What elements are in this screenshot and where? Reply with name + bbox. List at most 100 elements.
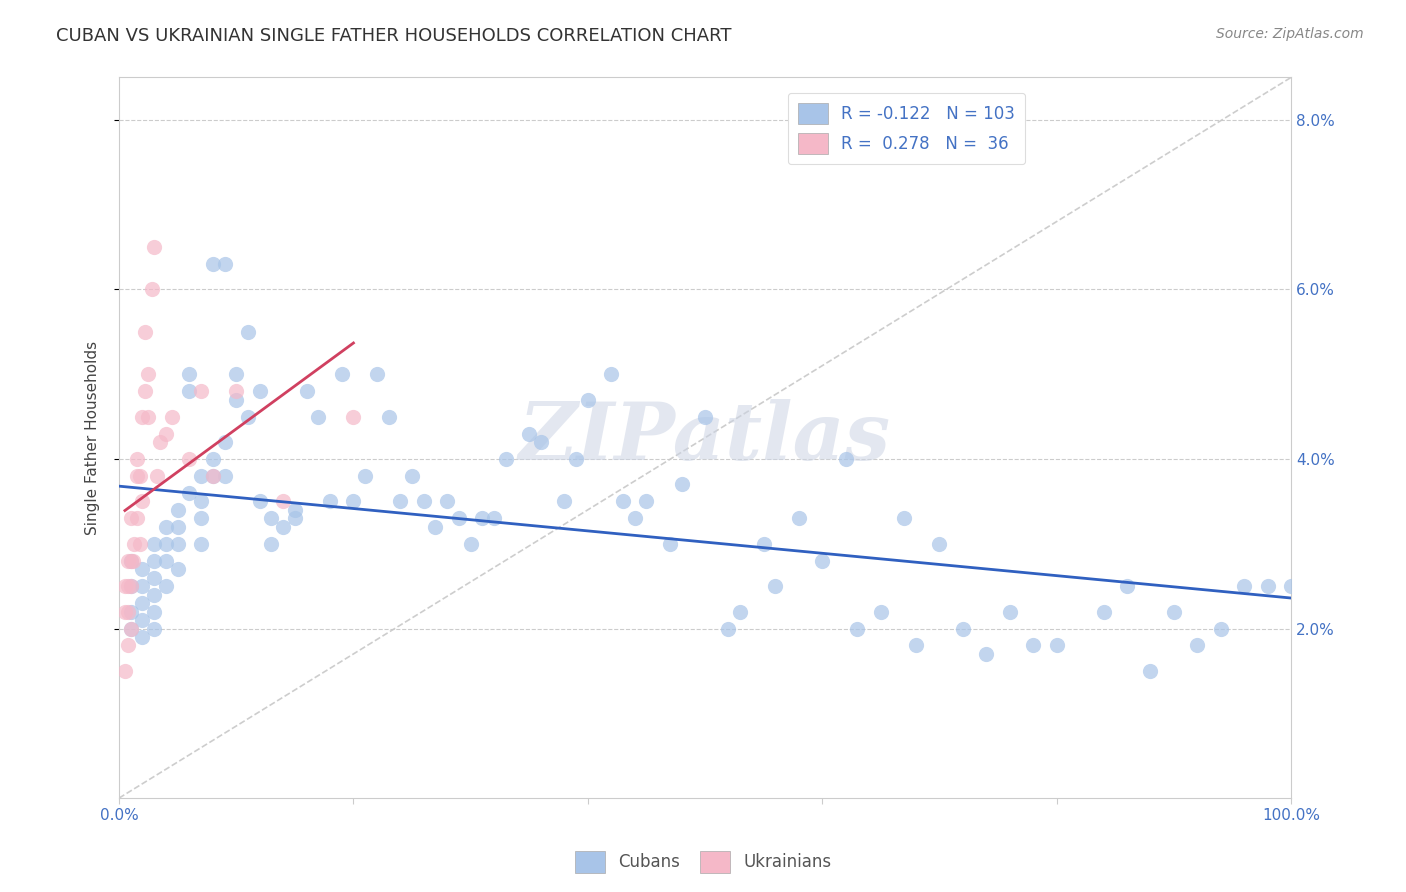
Point [1022, 639, 1045, 653]
Point [145, 469, 167, 483]
Point [131, 409, 153, 424]
Point [122, 554, 145, 568]
Point [553, 494, 575, 508]
Point [236, 409, 259, 424]
Point [225, 384, 247, 398]
Point [190, 511, 212, 525]
Y-axis label: Single Father Households: Single Father Households [86, 341, 100, 535]
Point [155, 579, 177, 593]
Point [201, 452, 224, 467]
Point [1279, 579, 1302, 593]
Point [1163, 605, 1185, 619]
Point [342, 409, 364, 424]
Point [190, 494, 212, 508]
Point [179, 452, 201, 467]
Point [120, 554, 142, 568]
Point [377, 409, 399, 424]
Point [166, 520, 188, 534]
Point [214, 435, 236, 450]
Point [249, 494, 271, 508]
Point [495, 452, 517, 467]
Point [201, 469, 224, 483]
Point [201, 469, 224, 483]
Point [190, 537, 212, 551]
Point [114, 579, 136, 593]
Point [114, 605, 136, 619]
Point [1187, 639, 1209, 653]
Point [612, 494, 634, 508]
Point [131, 613, 153, 627]
Point [120, 579, 142, 593]
Point [636, 494, 658, 508]
Point [284, 503, 307, 517]
Point [846, 622, 869, 636]
Point [998, 605, 1021, 619]
Point [354, 469, 377, 483]
Point [214, 469, 236, 483]
Point [693, 409, 716, 424]
Point [131, 562, 153, 576]
Point [600, 367, 623, 381]
Text: Source: ZipAtlas.com: Source: ZipAtlas.com [1216, 27, 1364, 41]
Point [131, 596, 153, 610]
Point [129, 469, 152, 483]
Point [717, 622, 740, 636]
Point [120, 622, 142, 636]
Point [117, 605, 139, 619]
Point [117, 639, 139, 653]
Point [166, 562, 188, 576]
Point [190, 469, 212, 483]
Legend: Cubans, Ukrainians: Cubans, Ukrainians [568, 845, 838, 880]
Point [284, 511, 307, 525]
Point [131, 494, 153, 508]
Point [155, 520, 177, 534]
Point [125, 469, 148, 483]
Point [260, 511, 283, 525]
Point [1139, 664, 1161, 678]
Point [249, 384, 271, 398]
Point [412, 494, 434, 508]
Point [129, 537, 152, 551]
Point [752, 537, 775, 551]
Point [149, 435, 172, 450]
Point [671, 477, 693, 491]
Point [811, 554, 834, 568]
Point [117, 554, 139, 568]
Text: ZIPatlas: ZIPatlas [519, 399, 891, 476]
Point [143, 622, 166, 636]
Point [1116, 579, 1139, 593]
Point [120, 554, 142, 568]
Point [120, 605, 142, 619]
Point [271, 494, 294, 508]
Point [155, 554, 177, 568]
Point [904, 639, 927, 653]
Point [155, 426, 177, 441]
Point [138, 409, 160, 424]
Point [530, 435, 553, 450]
Point [225, 367, 247, 381]
Point [976, 647, 998, 661]
Point [131, 630, 153, 644]
Point [565, 452, 588, 467]
Point [471, 511, 494, 525]
Point [143, 571, 166, 585]
Point [143, 588, 166, 602]
Point [342, 494, 364, 508]
Text: CUBAN VS UKRAINIAN SINGLE FATHER HOUSEHOLDS CORRELATION CHART: CUBAN VS UKRAINIAN SINGLE FATHER HOUSEHO… [56, 27, 731, 45]
Point [307, 409, 329, 424]
Point [120, 579, 142, 593]
Point [143, 240, 166, 254]
Point [117, 579, 139, 593]
Point [179, 384, 201, 398]
Point [1046, 639, 1069, 653]
Point [143, 605, 166, 619]
Point [319, 494, 342, 508]
Point [201, 257, 224, 271]
Point [447, 511, 470, 525]
Point [401, 469, 423, 483]
Point [138, 367, 160, 381]
Point [143, 537, 166, 551]
Point [1092, 605, 1115, 619]
Point [436, 494, 458, 508]
Point [728, 605, 751, 619]
